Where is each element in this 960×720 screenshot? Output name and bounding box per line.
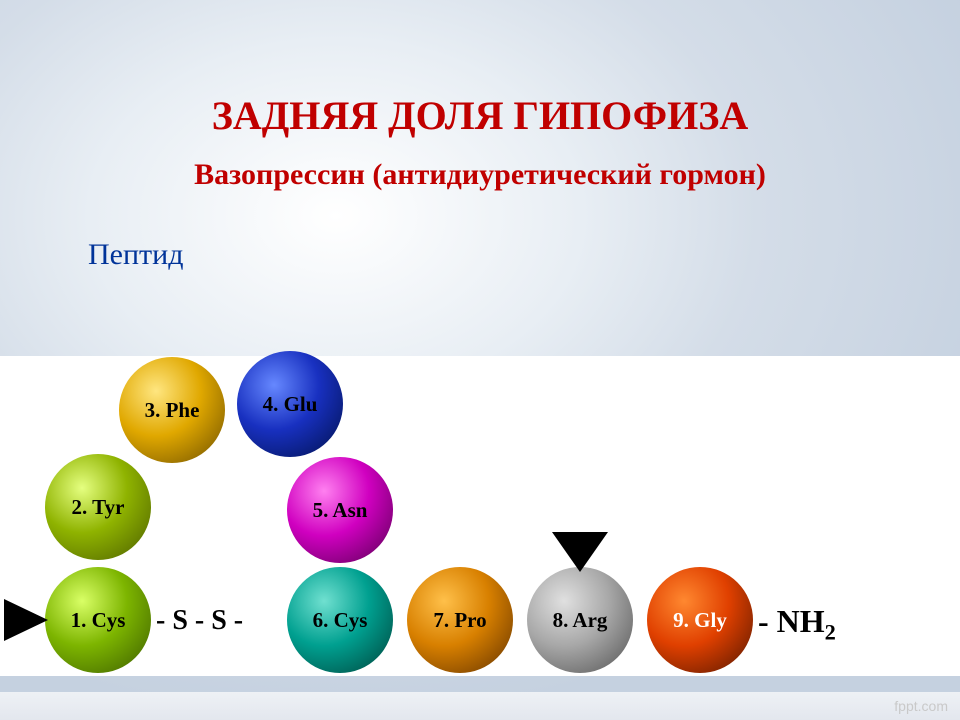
n-terminus-marker-icon — [4, 599, 48, 641]
amino-acid-2-tyr: 2. Tyr — [45, 454, 151, 560]
slide-title: ЗАДНЯЯ ДОЛЯ ГИПОФИЗА — [0, 92, 960, 139]
footer-band — [0, 692, 960, 720]
amino-acid-3-phe: 3. Phe — [119, 357, 225, 463]
disulfide-bond-label: - S - S - — [156, 605, 243, 637]
peptide-label: Пептид — [88, 238, 183, 272]
slide: ЗАДНЯЯ ДОЛЯ ГИПОФИЗА Вазопрессин (антиди… — [0, 0, 960, 720]
amino-acid-4-glu: 4. Glu — [237, 351, 343, 457]
amino-acid-6-cys: 6. Cys — [287, 567, 393, 673]
amino-acid-9-gly: 9. Gly — [647, 567, 753, 673]
watermark: fppt.com — [894, 698, 948, 714]
amino-acid-7-pro: 7. Pro — [407, 567, 513, 673]
cleavage-marker-icon — [552, 532, 608, 572]
nh2-sub: 2 — [825, 619, 836, 644]
amino-acid-8-arg: 8. Arg — [527, 567, 633, 673]
nh2-terminal-label: - NH2 — [758, 603, 836, 645]
slide-subtitle: Вазопрессин (антидиуретический гормон) — [0, 158, 960, 192]
amino-acid-1-cys: 1. Cys — [45, 567, 151, 673]
nh2-main: NH — [777, 603, 825, 639]
amino-acid-5-asn: 5. Asn — [287, 457, 393, 563]
nh2-prefix: - — [758, 603, 777, 639]
